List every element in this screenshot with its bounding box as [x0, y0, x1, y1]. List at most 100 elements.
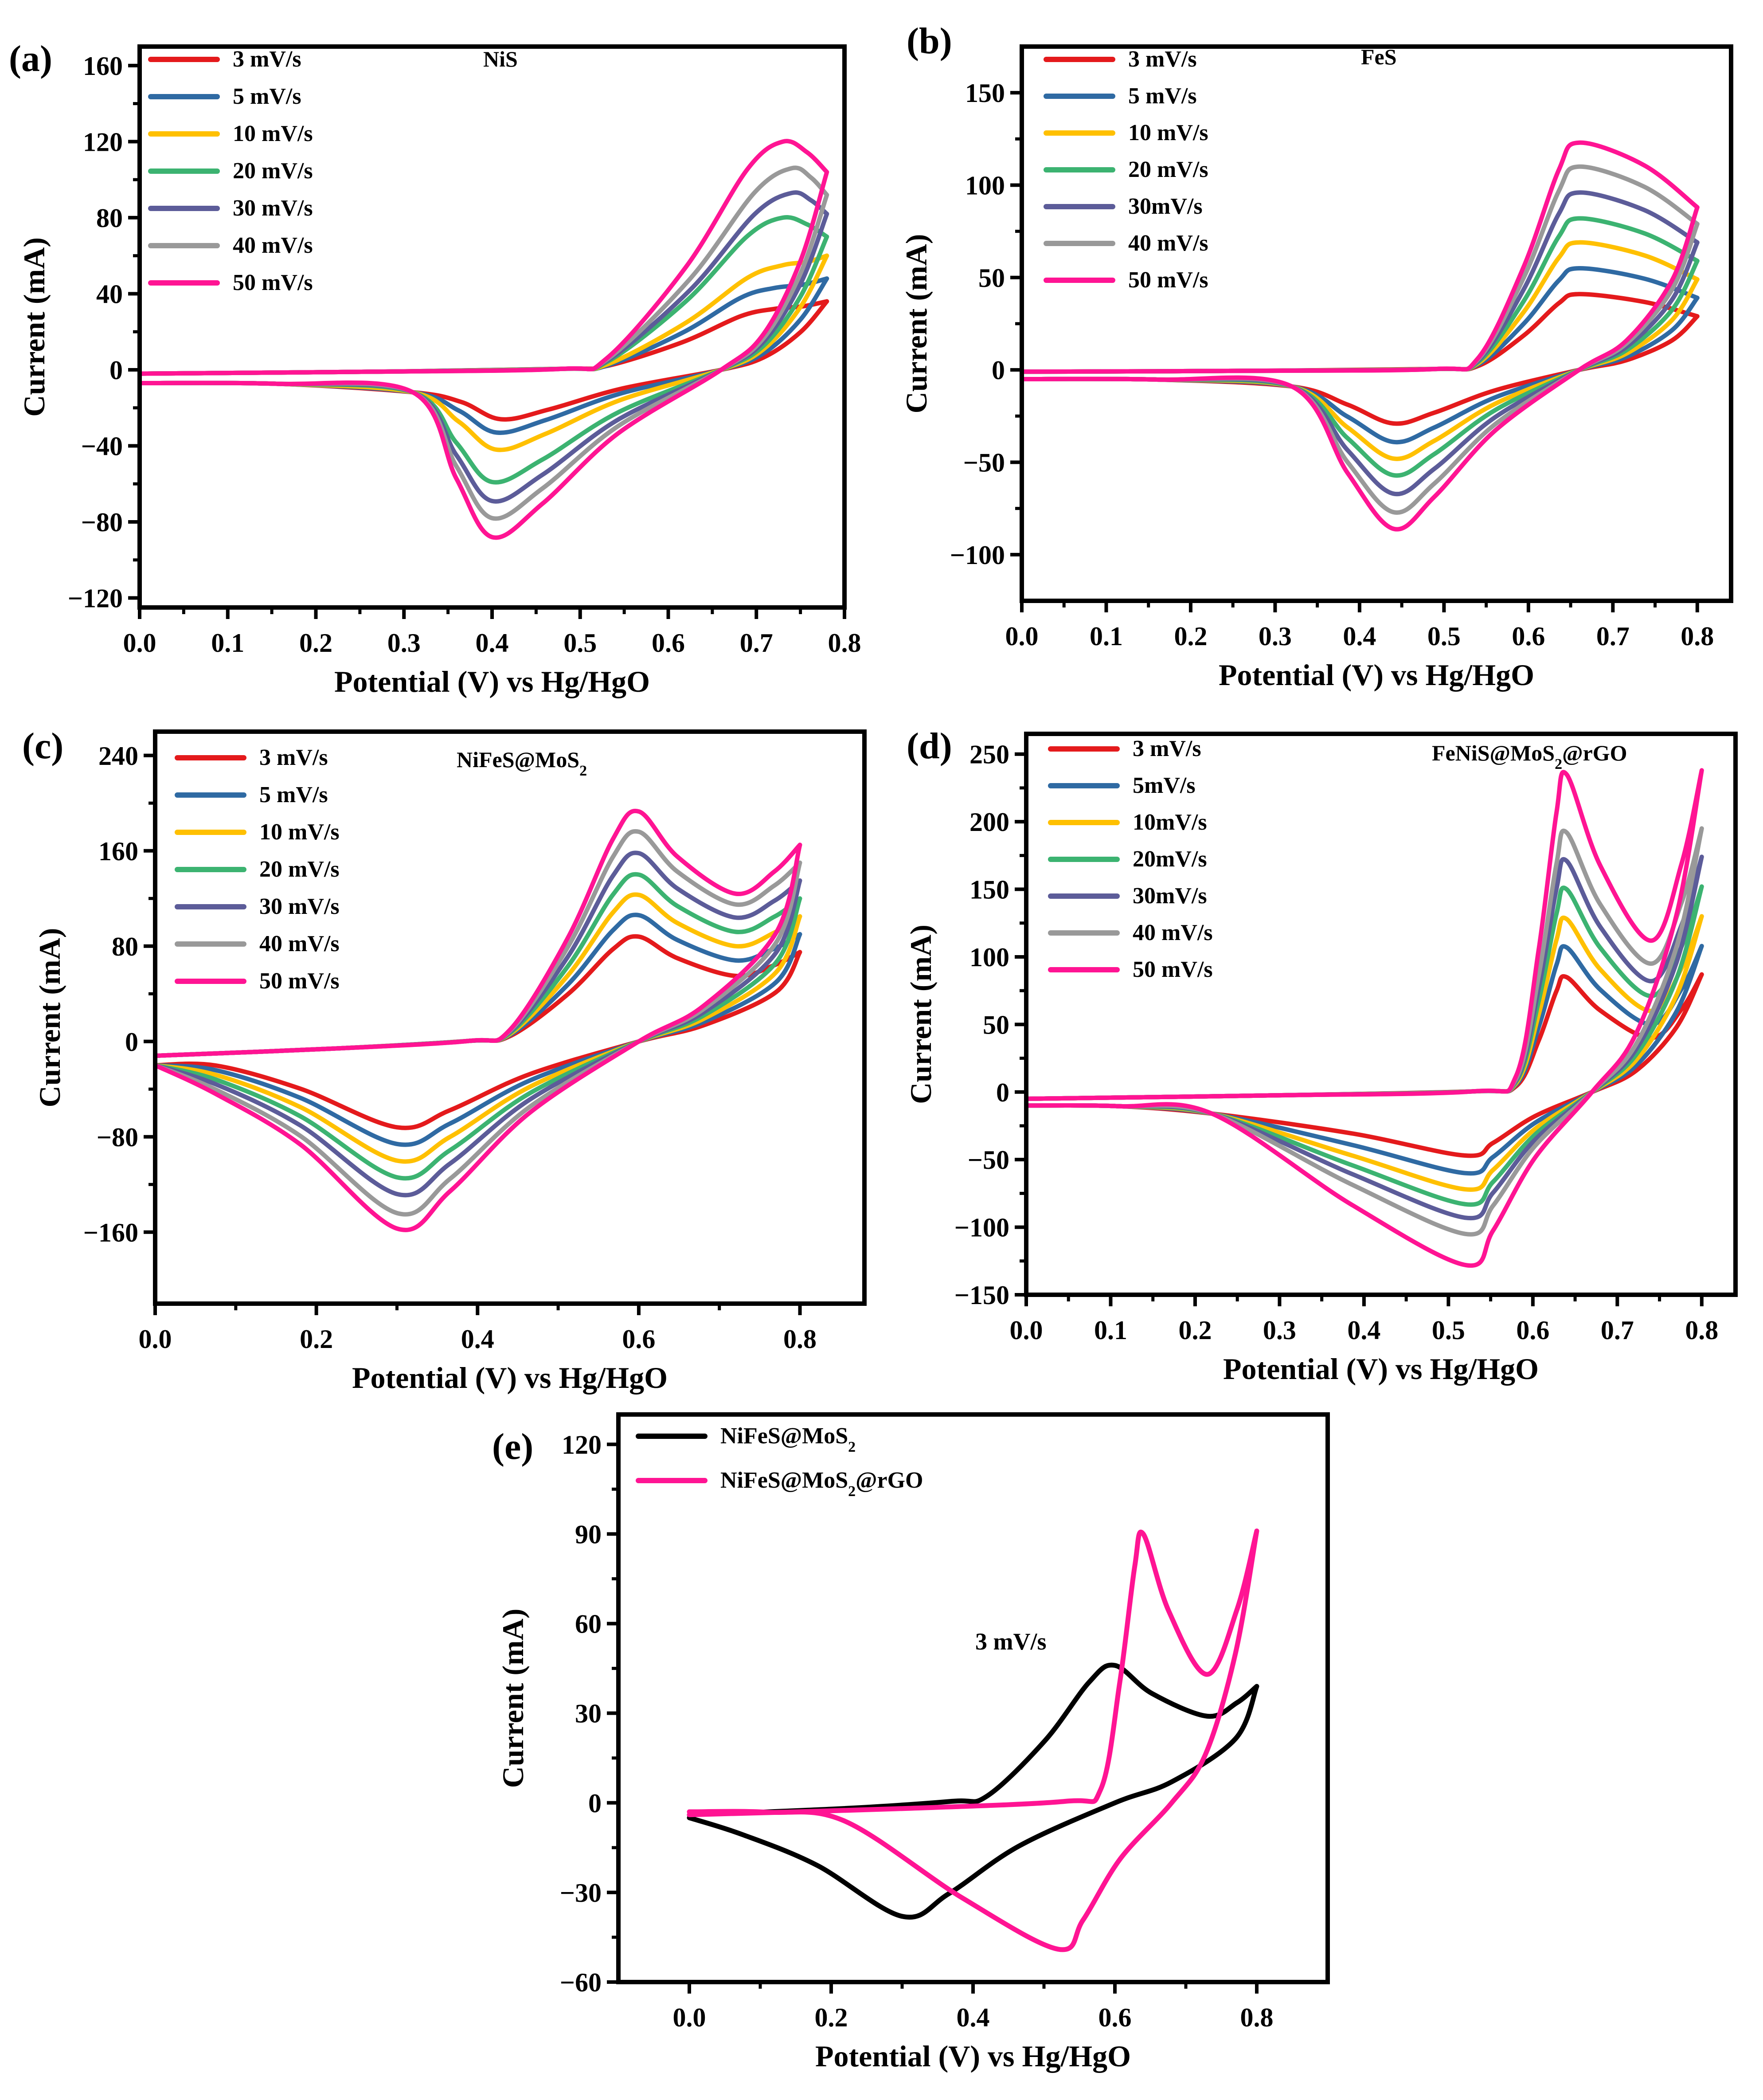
y-tick-label-2: −50: [968, 1145, 1009, 1175]
x-tick-label-3: 0.3: [1259, 622, 1292, 651]
legend-label-main: 30mV/s: [1128, 194, 1203, 219]
y-axis-label: Current (mA): [496, 1609, 530, 1788]
series-group: [140, 139, 829, 540]
panel-label: (a): [9, 38, 52, 79]
y-tick-label-4: 100: [965, 171, 1005, 200]
legend-label-1: 5mV/s: [1133, 773, 1196, 798]
y-tick-label-1: −30: [560, 1878, 602, 1908]
y-tick-label-1: −80: [81, 508, 123, 537]
chart-panel-d: 0.0 0.1 0.2 0.3 0.4 0.5 0.6 0.7 0.8 −150 −100 −50 0 5…: [904, 725, 1738, 1386]
x-tick-label-3: 0.3: [387, 628, 421, 658]
x-axis-label: Potential (V) vs Hg/HgO: [815, 2039, 1131, 2073]
legend-label-1: 5 mV/s: [1128, 83, 1197, 109]
y-tick-label-2: 0: [125, 1027, 138, 1057]
chart-panel-b: 0.0 0.1 0.2 0.3 0.4 0.5 0.6 0.7 0.8 −100 −50 0 50 100…: [899, 20, 1733, 692]
chart-panel-a: 0.0 0.1 0.2 0.3 0.4 0.5 0.6 0.7 0.8 −120 −80 −40 0 40…: [9, 38, 861, 698]
y-tick-label-5: 80: [96, 204, 123, 233]
legend-label-1: 5 mV/s: [233, 84, 301, 109]
x-axis-label: Potential (V) vs Hg/HgO: [1219, 658, 1534, 692]
x-tick-label-3: 0.6: [622, 1324, 655, 1354]
chart-panel-c: 0.0 0.2 0.4 0.6 0.8 −160 −80 0 80 160 240 Potential…: [22, 725, 867, 1395]
x-tick-label-0: 0.0: [1010, 1316, 1043, 1345]
legend-label-sub: 2: [848, 1439, 856, 1455]
chart-panel-e: 0.0 0.2 0.4 0.6 0.8 −60 −30 0 30 60 90 120 Potential…: [492, 1412, 1330, 2073]
y-tick-label-6: 150: [969, 875, 1009, 905]
legend-label-2: 10mV/s: [1133, 810, 1207, 835]
legend-label-main: 5 mV/s: [1128, 83, 1197, 109]
y-axis-label: Current (mA): [17, 237, 51, 417]
y-tick-label-5: 100: [969, 943, 1009, 972]
x-tick-label-2: 0.4: [957, 2003, 990, 2032]
x-tick-label-0: 0.0: [123, 628, 156, 658]
legend-label-3: 20mV/s: [1133, 846, 1207, 872]
legend-label-4: 30 mV/s: [259, 894, 340, 919]
series-line-0: [687, 1662, 1259, 1920]
x-tick-label-4: 0.4: [476, 628, 509, 658]
x-tick-label-2: 0.2: [1174, 622, 1207, 651]
y-tick-label-0: −120: [68, 584, 123, 613]
x-tick-label-1: 0.1: [1090, 622, 1123, 651]
x-tick-label-8: 0.8: [1685, 1316, 1718, 1345]
legend-label-main: 3 mV/s: [1133, 736, 1201, 761]
panel-title-tail: @rGO: [1562, 740, 1627, 765]
series-line-2: [155, 892, 802, 1164]
y-tick-label-6: 120: [562, 1430, 602, 1459]
y-tick-label-0: −160: [83, 1218, 138, 1247]
y-tick-label-5: 90: [575, 1520, 602, 1549]
legend-label-5: 40 mV/s: [233, 233, 313, 258]
legend-label-0: NiFeS@MoS2: [720, 1423, 856, 1455]
legend-label-0: 3 mV/s: [259, 745, 328, 770]
series-line-4: [1026, 854, 1704, 1221]
panel-title-main: FeS: [1361, 44, 1397, 69]
y-axis-label: Current (mA): [33, 928, 66, 1108]
y-tick-label-0: −60: [560, 1968, 602, 1997]
x-tick-label-1: 0.2: [815, 2003, 848, 2032]
legend-label-main: 50 mV/s: [1133, 957, 1213, 982]
y-tick-label-7: 200: [969, 807, 1009, 837]
legend-label-tail: @rGO: [856, 1468, 923, 1493]
y-tick-label-0: −100: [950, 541, 1005, 570]
legend-label-2: 10 mV/s: [1128, 120, 1208, 145]
legend-label-2: 10 mV/s: [259, 819, 340, 845]
x-tick-label-7: 0.7: [1601, 1316, 1634, 1345]
x-tick-label-4: 0.4: [1343, 622, 1376, 651]
legend-label-main: 40 mV/s: [233, 233, 313, 258]
panel-title: FeS: [1361, 44, 1397, 69]
y-tick-label-1: −50: [963, 448, 1005, 478]
x-tick-label-4: 0.4: [1347, 1316, 1380, 1345]
legend-label-main: 5mV/s: [1133, 773, 1196, 798]
y-tick-label-2: −40: [81, 432, 123, 461]
x-tick-label-3: 0.6: [1098, 2003, 1132, 2032]
x-tick-label-6: 0.6: [1512, 622, 1545, 651]
legend-label-0: 3 mV/s: [1128, 47, 1197, 72]
y-tick-label-1: −80: [97, 1123, 138, 1152]
y-axis-label: Current (mA): [904, 925, 938, 1104]
x-tick-label-4: 0.8: [1240, 2003, 1274, 2032]
x-tick-label-7: 0.7: [1596, 622, 1630, 651]
series-group: [687, 1528, 1259, 1952]
legend-label-main: 5 mV/s: [259, 782, 328, 807]
x-tick-label-2: 0.4: [461, 1324, 494, 1354]
legend-label-main: 40 mV/s: [1133, 920, 1213, 945]
legend-label-main: 30 mV/s: [259, 894, 340, 919]
legend-label-main: 10mV/s: [1133, 810, 1207, 835]
series-line-6: [155, 808, 802, 1232]
series-line-1: [155, 913, 802, 1147]
legend-label-main: 5 mV/s: [233, 84, 301, 109]
legend-label-1: 5 mV/s: [259, 782, 328, 807]
panel-title-main: FeNiS@MoS: [1432, 740, 1555, 765]
y-tick-label-5: 240: [98, 741, 138, 771]
panel-title-main: NiFeS@MoS: [457, 747, 579, 772]
legend-label-5: 40 mV/s: [1128, 231, 1208, 256]
legend-label-3: 20 mV/s: [259, 857, 340, 882]
x-tick-label-1: 0.1: [211, 628, 244, 658]
legend-label-main: 40 mV/s: [259, 931, 340, 956]
panel-title: FeNiS@MoS2@rGO: [1432, 740, 1627, 772]
x-tick-label-3: 0.3: [1263, 1316, 1296, 1345]
series-group: [1026, 768, 1704, 1268]
panel-label: (d): [907, 725, 952, 767]
legend-label-main: NiFeS@MoS: [720, 1468, 848, 1493]
x-tick-label-7: 0.7: [740, 628, 773, 658]
x-tick-label-5: 0.5: [1432, 1316, 1465, 1345]
